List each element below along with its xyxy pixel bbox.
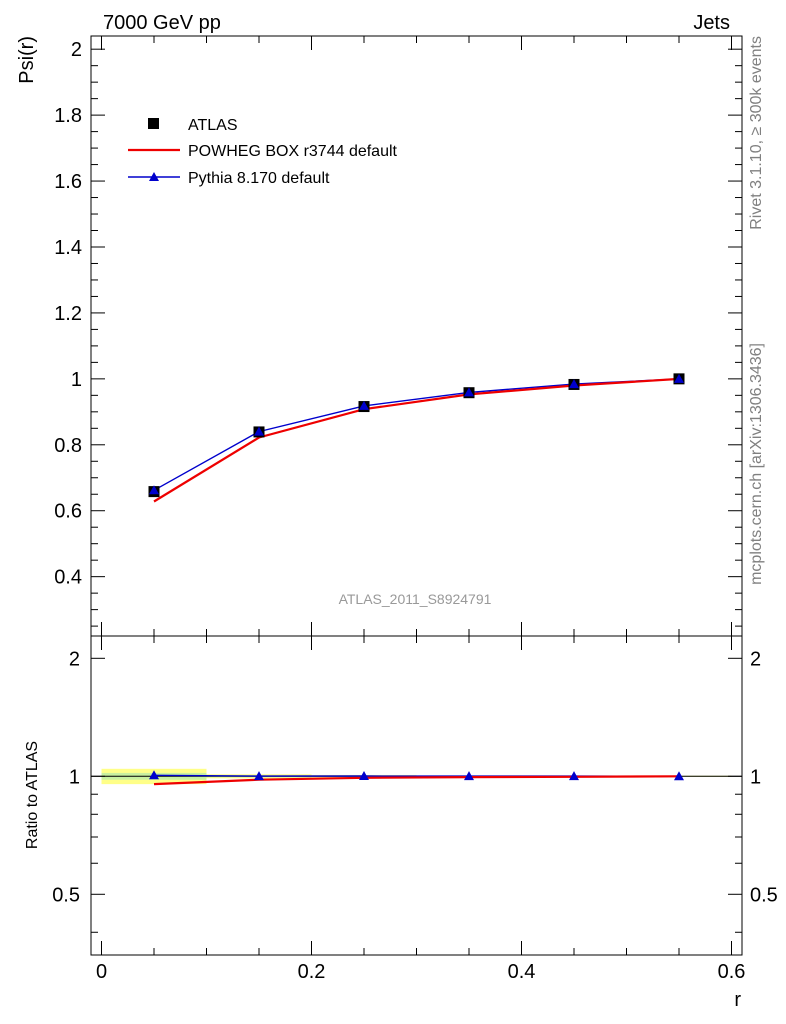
data-point-pythia [569, 379, 579, 389]
main-series [148, 373, 685, 503]
y-tick-label: 1.4 [54, 237, 82, 259]
ratio-axis-ticks [91, 636, 742, 955]
ratio-y-tick-label-right: 2 [750, 648, 761, 670]
data-point-pythia [149, 485, 159, 495]
x-tick-labels: 0 0.2 0.4 0.6 [96, 961, 745, 983]
y-tick-label: 0.6 [54, 501, 82, 523]
watermark: ATLAS_2011_S8924791 [339, 591, 492, 607]
ratio-point-pythia [359, 770, 369, 780]
data-point-pythia [464, 387, 474, 397]
legend-label-pythia: Pythia 8.170 default [188, 170, 330, 187]
ratio-y-tick-label: 0.5 [52, 884, 80, 906]
legend-marker-pythia [149, 172, 159, 181]
legend-marker-atlas [148, 118, 159, 129]
series-line-pythia [153, 378, 680, 491]
ratio-y-tick-label: 1 [69, 766, 80, 788]
y-tick-label: 1.2 [54, 303, 82, 325]
legend-label-powheg: POWHEG BOX r3744 default [188, 143, 398, 160]
side-label-bottom: mcplots.cern.ch [arXiv:1306.3436] [748, 343, 765, 585]
y-tick-label: 0.8 [54, 435, 82, 457]
ratio-y-tick-label-right: 0.5 [750, 884, 778, 906]
main-ylabel: Psi(r) [16, 36, 38, 84]
ratio-y-tick-label: 2 [69, 648, 80, 670]
main-axis-ticks [91, 36, 742, 636]
ratio-point-pythia [464, 771, 474, 781]
data-point-pythia [254, 426, 264, 436]
main-y-tick-labels: 0.4 0.6 0.8 1 1.2 1.4 1.6 1.8 2 [54, 39, 82, 588]
x-tick-label: 0.4 [508, 961, 536, 983]
series-line-powheg [153, 377, 680, 503]
y-tick-label: 1.6 [54, 171, 82, 193]
header-right: Jets [693, 12, 730, 34]
data-point-pythia [359, 400, 369, 410]
ratio-point-pythia [569, 771, 579, 781]
ratio-panel: 0.5 0.5 1 1 2 2 0 0.2 0.4 0.6 Ratio to ATLAS r [24, 635, 778, 1011]
side-label-top: Rivet 3.1.10, ≥ 300k events [748, 36, 765, 230]
legend-label-atlas: ATLAS [188, 117, 238, 134]
data-point-pythia [674, 373, 684, 383]
ratio-frame [90, 635, 743, 956]
ratio-point-pythia [254, 771, 264, 781]
y-tick-label: 1 [71, 369, 82, 391]
ratio-line-powheg [153, 775, 680, 786]
ratio-series [149, 770, 684, 786]
x-tick-label: 0.2 [298, 961, 326, 983]
y-tick-label: 2 [71, 39, 82, 61]
x-tick-label: 0 [96, 961, 107, 983]
x-axis-label: r [734, 989, 741, 1011]
header-left: 7000 GeV pp [103, 12, 221, 34]
y-tick-label: 1.8 [54, 105, 82, 127]
main-panel: 0.4 0.6 0.8 1 1.2 1.4 1.6 1.8 2 Psi(r) ATLAS_201… [16, 35, 743, 637]
legend: ATLAS POWHEG BOX r3744 default Pythia 8.17… [128, 117, 398, 187]
ratio-y-tick-label-right: 1 [750, 766, 761, 788]
ratio-point-pythia [674, 771, 684, 781]
x-tick-label: 0.6 [718, 961, 746, 983]
ratio-point-pythia [149, 770, 159, 780]
y-tick-label: 0.4 [54, 567, 82, 589]
ratio-y-tick-labels: 0.5 0.5 1 1 2 2 [52, 648, 778, 906]
ratio-ylabel: Ratio to ATLAS [24, 741, 41, 849]
